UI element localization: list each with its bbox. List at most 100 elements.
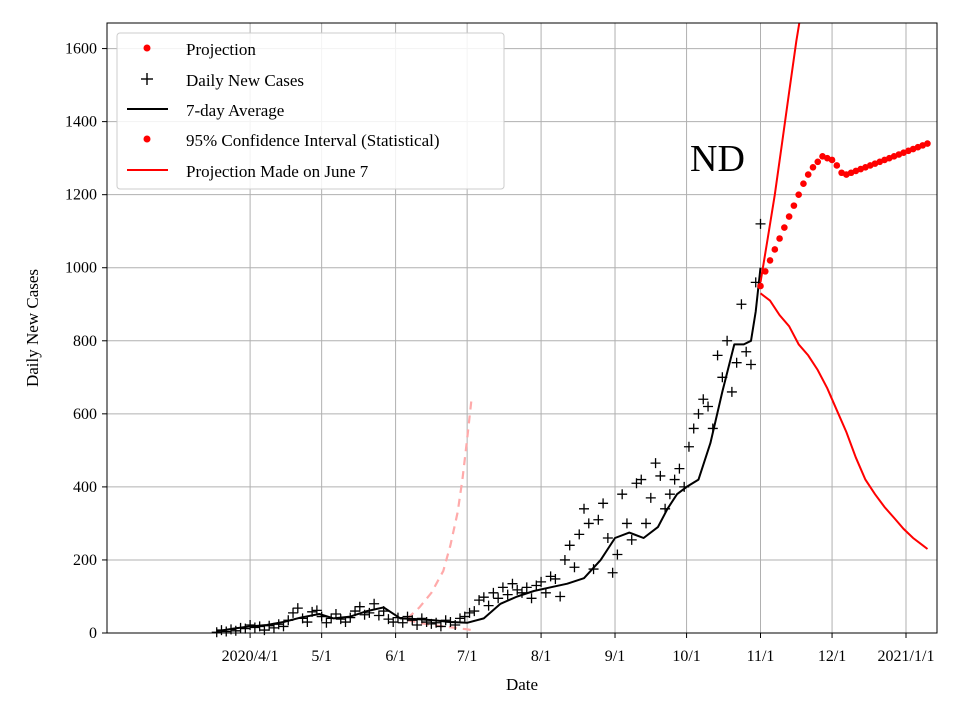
- x-tick-label: 6/1: [385, 648, 405, 665]
- legend-ci-dot-icon: [143, 135, 151, 143]
- daily-case-marker: [559, 554, 570, 565]
- y-tick-label: 1600: [65, 41, 97, 58]
- daily-case-marker: [550, 573, 561, 584]
- daily-case-marker: [540, 587, 551, 598]
- daily-case-marker: [617, 489, 628, 500]
- daily-case-marker: [502, 589, 513, 600]
- seven-day-average-series: [216, 267, 762, 633]
- daily-case-marker: [302, 617, 313, 628]
- daily-case-marker: [602, 533, 613, 544]
- y-tick-label: 1400: [65, 114, 97, 131]
- daily-case-marker: [245, 619, 256, 630]
- june-projection-lower-line: [407, 619, 473, 632]
- june-projection-band: [406, 395, 473, 632]
- daily-case-marker: [388, 617, 399, 628]
- daily-case-marker: [493, 593, 504, 604]
- daily-case-marker: [641, 518, 652, 529]
- daily-case-marker: [745, 359, 756, 370]
- legend-projection-label: Projection: [186, 40, 256, 59]
- daily-case-marker: [683, 441, 694, 452]
- projection-series: [757, 140, 931, 290]
- legend-daily-label: Daily New Cases: [186, 71, 304, 90]
- daily-case-marker: [607, 567, 618, 578]
- x-axis-title: Date: [506, 675, 538, 694]
- projection-point: [781, 224, 788, 231]
- x-tick-label: 2021/1/1: [878, 648, 935, 665]
- daily-case-marker: [521, 582, 532, 593]
- projection-point: [809, 163, 817, 171]
- daily-case-marker: [564, 540, 575, 551]
- daily-case-marker: [526, 593, 537, 604]
- daily-case-marker: [645, 492, 656, 503]
- y-tick-label: 800: [73, 333, 97, 350]
- daily-case-marker: [574, 529, 585, 540]
- y-tick-label: 0: [89, 625, 97, 642]
- projection-point: [800, 180, 807, 188]
- daily-case-marker: [464, 607, 475, 618]
- daily-case-marker: [593, 514, 604, 525]
- y-axis-title: Daily New Cases: [23, 269, 42, 387]
- daily-case-marker: [712, 350, 723, 361]
- projection-point: [771, 246, 779, 253]
- daily-case-marker: [288, 607, 299, 618]
- projection-point: [766, 257, 774, 264]
- projection-point: [814, 158, 822, 166]
- plot-frame: [106, 22, 938, 634]
- daily-case-marker: [669, 474, 680, 485]
- daily-case-marker: [507, 578, 518, 589]
- projection-point: [795, 191, 802, 198]
- x-tick-label: 11/1: [747, 648, 775, 665]
- projection-point: [785, 213, 793, 220]
- daily-case-marker: [249, 622, 260, 633]
- x-tick-label: 5/1: [311, 648, 331, 665]
- daily-case-marker: [340, 617, 351, 628]
- daily-case-marker: [655, 470, 666, 481]
- daily-case-marker: [741, 346, 752, 357]
- projection-point: [828, 156, 836, 164]
- daily-case-marker: [321, 617, 332, 628]
- legend-ci-label: 95% Confidence Interval (Statistical): [186, 131, 440, 150]
- daily-case-marker: [354, 601, 365, 612]
- daily-case-marker: [369, 598, 380, 609]
- legend-box: [116, 32, 505, 190]
- y-tick-label: 1200: [65, 187, 97, 204]
- daily-case-marker: [221, 626, 232, 637]
- daily-case-marker: [421, 617, 432, 628]
- y-tick-label: 200: [73, 552, 97, 569]
- legend: Projection Daily New Cases 7-day Average…: [116, 32, 505, 190]
- projection-point: [924, 140, 931, 147]
- y-axis-ticks: 0 200 400 600 800 1000 1200 1400 1600: [65, 41, 107, 642]
- daily-case-marker: [722, 335, 733, 346]
- daily-case-marker: [650, 458, 661, 469]
- daily-case-marker: [278, 621, 289, 632]
- legend-projection-dot-icon: [143, 44, 151, 52]
- projection-point: [761, 268, 769, 275]
- ci-upper-line: [759, 23, 801, 283]
- daily-case-marker: [407, 615, 418, 626]
- daily-case-marker: [469, 606, 480, 617]
- daily-case-marker: [545, 571, 556, 582]
- confidence-interval-lines: [759, 23, 929, 550]
- daily-new-cases-series: [211, 218, 766, 638]
- daily-case-marker: [412, 619, 423, 630]
- daily-case-marker: [698, 394, 709, 405]
- daily-case-marker: [478, 592, 489, 603]
- projection-point: [790, 202, 798, 209]
- daily-case-marker: [373, 610, 384, 621]
- y-tick-label: 1000: [65, 260, 97, 277]
- legend-average-label: 7-day Average: [186, 101, 284, 120]
- seven-day-average-line: [216, 267, 762, 633]
- daily-case-marker: [583, 518, 594, 529]
- x-tick-label: 9/1: [605, 648, 625, 665]
- projection-point: [776, 235, 783, 242]
- daily-case-marker: [688, 423, 699, 434]
- daily-case-marker: [598, 498, 609, 509]
- x-tick-label: 12/1: [818, 648, 846, 665]
- daily-case-marker: [569, 562, 580, 573]
- daily-case-marker: [664, 489, 675, 500]
- daily-case-marker: [755, 218, 766, 229]
- daily-case-marker: [636, 474, 647, 485]
- legend-june-label: Projection Made on June 7: [186, 162, 369, 181]
- projection-point: [757, 282, 764, 290]
- daily-case-marker: [483, 600, 494, 611]
